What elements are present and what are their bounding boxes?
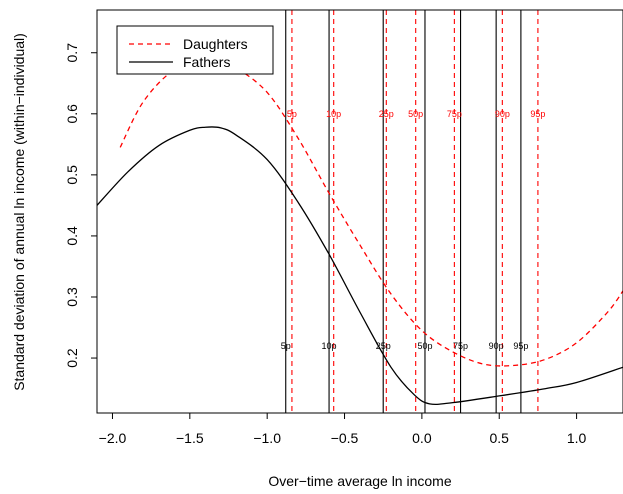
x-tick-label: 0.5 (490, 430, 510, 446)
percentile-label-fathers-10p: 10p (322, 341, 337, 351)
series-line-daughters (119, 60, 623, 367)
y-axis-label: Standard deviation of annual ln income (… (11, 33, 27, 391)
legend-label-fathers: Fathers (183, 54, 230, 70)
x-tick-label: 1.0 (567, 430, 587, 446)
legend-box (116, 25, 274, 75)
percentile-label-fathers-50p: 50p (417, 341, 432, 351)
legend-label-daughters: Daughters (183, 36, 248, 52)
x-tick-label: −1.0 (253, 430, 281, 446)
y-tick-label: 0.7 (64, 43, 80, 63)
percentile-label-daughters-75p: 75p (447, 109, 462, 119)
percentile-label-fathers-90p: 90p (489, 341, 504, 351)
percentile-label-fathers-75p: 75p (453, 341, 468, 351)
percentile-label-daughters-50p: 50p (408, 109, 423, 119)
x-axis-label: Over−time average ln income (268, 473, 451, 489)
x-tick-label: −1.5 (176, 430, 204, 446)
x-axis: −2.0 −1.5 −1.0 −0.5 0.0 0.5 1.0 (99, 413, 587, 446)
plot-frame (96, 9, 623, 414)
x-tick-label: −0.5 (331, 430, 359, 446)
percentile-label-daughters-90p: 90p (495, 109, 510, 119)
legend: Daughters Fathers (116, 25, 274, 75)
y-tick-label: 0.5 (64, 165, 80, 185)
percentile-label-fathers-25p: 25p (376, 341, 391, 351)
percentile-label-daughters-25p: 25p (379, 109, 394, 119)
y-tick-label: 0.3 (64, 287, 80, 307)
y-tick-label: 0.2 (64, 348, 80, 368)
x-tick-label: 0.0 (412, 430, 432, 446)
percentile-label-daughters-5p: 5p (287, 109, 297, 119)
series-line-fathers (97, 126, 623, 406)
percentile-label-daughters-10p: 10p (326, 109, 341, 119)
percentile-label-daughters-95p: 95p (530, 109, 545, 119)
x-tick-label: −2.0 (99, 430, 127, 446)
percentile-label-fathers-95p: 95p (513, 341, 528, 351)
percentile-labels: 5p 10p 25p 50p 75p 90p 95p 5p 10p 25p 50p 75p 90p 95p (281, 109, 546, 351)
y-tick-label: 0.6 (64, 104, 80, 124)
y-tick-label: 0.4 (64, 226, 80, 246)
percentile-lines (285, 10, 539, 413)
y-axis: 0.2 0.3 0.4 0.5 0.6 0.7 (64, 43, 97, 368)
percentile-label-fathers-5p: 5p (281, 341, 291, 351)
